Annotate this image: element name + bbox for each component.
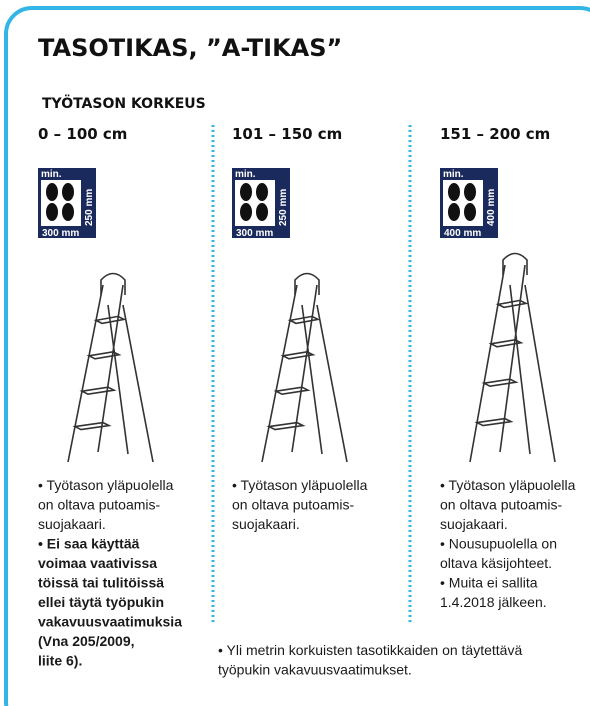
range: 0 – 100 cm <box>38 125 127 143</box>
note-line: voimaa vaativissa <box>38 555 157 571</box>
footprint <box>464 183 476 201</box>
footprint <box>448 183 460 201</box>
ladder-front <box>470 265 525 462</box>
ladder-step <box>276 387 308 394</box>
note-line: • Muita ei sallita <box>440 575 538 591</box>
ladder-front <box>262 285 317 462</box>
note-line: ellei täytä työpukin <box>38 594 164 610</box>
footprint <box>256 203 268 221</box>
icon: min. 400 mm 400 mm <box>440 168 498 239</box>
icon-bottom: 400 mm <box>444 228 481 239</box>
range: 101 – 150 cm <box>232 125 342 143</box>
ladder-front <box>68 285 123 462</box>
icon-bottom: 300 mm <box>236 228 273 239</box>
ladder-step <box>82 387 114 394</box>
note-line: suojakaari. <box>440 516 508 532</box>
footprint <box>46 183 58 201</box>
note-line: oltava käsijohteet. <box>440 555 552 571</box>
note-line: • Nousupuolella on <box>440 536 557 552</box>
footprint <box>256 183 268 201</box>
note-line: (Vna 205/2009, <box>38 633 135 649</box>
icon-inner <box>235 180 275 226</box>
note-line: on oltava putoamis- <box>38 497 161 513</box>
footprint <box>240 183 252 201</box>
infographic: TASOTIKAS, ”A-TIKAS” TYÖTASON KORKEUS 0 … <box>0 0 590 706</box>
note-line: suojakaari. <box>38 516 106 532</box>
icon-side: 250 mm <box>84 189 95 226</box>
ladder <box>262 274 347 463</box>
footprint <box>62 203 74 221</box>
note-line: • Ei saa käyttää <box>38 536 140 552</box>
note-line: liite 6). <box>38 653 82 669</box>
icon-min: min. <box>235 169 256 180</box>
icon-bottom: 300 mm <box>42 228 79 239</box>
range: 151 – 200 cm <box>440 125 550 143</box>
ladder-back <box>302 305 347 462</box>
ladder-step <box>75 423 109 430</box>
note-line: 1.4.2018 jälkeen. <box>440 594 547 610</box>
note-line: on oltava putoamis- <box>440 497 563 513</box>
icon-side: 400 mm <box>486 189 497 226</box>
note-line: vakavuusvaatimuksia <box>38 614 182 630</box>
note-line: töissä tai tulitöissä <box>38 575 164 591</box>
note-line: • Työtason yläpuolella <box>38 477 174 493</box>
note-line: on oltava putoamis- <box>232 497 355 513</box>
ladder-step <box>484 379 516 386</box>
icon-inner <box>443 180 483 226</box>
ladder-step <box>477 419 511 426</box>
note-line: suojakaari. <box>232 516 300 532</box>
ladder-back <box>108 305 153 462</box>
note-line: • Työtason yläpuolella <box>440 477 576 493</box>
ladder <box>470 254 555 463</box>
footprint <box>448 203 460 221</box>
title: TASOTIKAS, ”A-TIKAS” <box>38 34 342 62</box>
subtitle: TYÖTASON KORKEUS <box>42 94 206 112</box>
icon-min: min. <box>41 169 62 180</box>
icon: min. 250 mm 300 mm <box>38 168 96 239</box>
footprint <box>62 183 74 201</box>
footnote-line: työpukin vakavuusvaatimukset. <box>218 662 412 678</box>
icon-min: min. <box>443 169 464 180</box>
footprint <box>240 203 252 221</box>
footprint <box>464 203 476 221</box>
icon-inner <box>41 180 81 226</box>
footnote-line: • Yli metrin korkuisten tasotikkaiden on… <box>218 642 522 658</box>
ladder <box>68 274 153 463</box>
ladder-back <box>510 285 555 462</box>
icon: min. 250 mm 300 mm <box>232 168 290 239</box>
icon-side: 250 mm <box>278 189 289 226</box>
note-line: • Työtason yläpuolella <box>232 477 368 493</box>
ladder-step <box>269 423 303 430</box>
footprint <box>46 203 58 221</box>
